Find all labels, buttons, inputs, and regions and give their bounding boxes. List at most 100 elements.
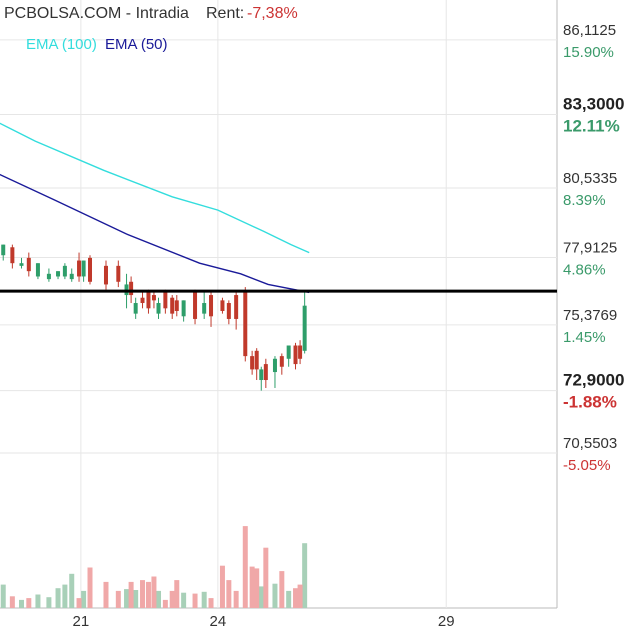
ema50-line — [0, 173, 310, 294]
volume-bar-down — [279, 571, 285, 608]
volume-bar-up — [201, 591, 207, 608]
volume-bar-up — [302, 543, 308, 608]
y-tick-pct: 8.39% — [563, 192, 606, 209]
volume-bars — [0, 526, 308, 608]
candle-down — [279, 356, 284, 367]
y-tick-pct: 15.90% — [563, 44, 614, 61]
legend-ema50: EMA (50) — [105, 36, 168, 53]
volume-bar-up — [81, 590, 87, 608]
volume-bar-up — [124, 589, 130, 608]
candle-up — [272, 358, 277, 373]
candlesticks — [1, 244, 307, 391]
volume-bar-down — [9, 596, 15, 608]
candle-up — [259, 369, 264, 381]
rent-label: Rent: — [206, 5, 244, 22]
volume-bar-down — [140, 580, 146, 608]
volume-bar-up — [181, 592, 187, 608]
candle-down — [193, 292, 198, 319]
candle-down — [151, 295, 156, 301]
grid — [0, 0, 558, 609]
volume-bar-down — [233, 590, 239, 608]
volume-bar-down — [242, 526, 248, 608]
candle-down — [88, 257, 93, 282]
y-tick-pct: 1.45% — [563, 329, 606, 346]
volume-bar-down — [169, 590, 175, 608]
y-tick-label: 75,3769 — [563, 307, 617, 324]
ema50-series — [0, 173, 310, 294]
y-tick-pct: -5.05% — [563, 457, 611, 474]
y-tick-label: 77,9125 — [563, 240, 617, 257]
volume-bar-up — [62, 584, 68, 608]
volume-bar-up — [18, 599, 24, 608]
x-tick-label: 24 — [210, 613, 227, 630]
candle-down — [116, 265, 121, 282]
candle-up — [81, 260, 86, 277]
candle-up — [56, 271, 61, 277]
candle-down — [298, 345, 303, 359]
candle-down — [26, 257, 31, 272]
ema100-line — [0, 122, 310, 254]
volume-bar-down — [293, 588, 299, 608]
x-tick-label: 21 — [73, 613, 90, 630]
candle-down — [254, 350, 259, 370]
volume-bar-down — [249, 566, 255, 608]
y-tick-pct: 4.86% — [563, 262, 606, 279]
candle-up — [69, 273, 74, 280]
volume-bar-up — [156, 590, 162, 608]
candle-down — [163, 292, 168, 309]
volume-bar-down — [254, 568, 260, 608]
volume-bar-down — [145, 581, 151, 608]
candle-down — [226, 303, 231, 319]
y-tick-label: 83,3000 — [563, 95, 624, 114]
volume-bar-down — [151, 576, 157, 608]
volume-bar-down — [174, 580, 180, 608]
volume-bar-down — [115, 590, 121, 608]
candle-up — [202, 303, 207, 314]
volume-bar-up — [272, 583, 278, 608]
x-axis-labels: 16212429 — [73, 613, 455, 630]
chart-title: PCBOLSA.COM - Intradia — [4, 5, 189, 22]
candle-up — [302, 305, 307, 351]
candle-down — [243, 292, 248, 357]
candle-down — [220, 300, 225, 311]
candle-down — [146, 292, 151, 309]
volume-bar-down — [87, 567, 93, 608]
ema100-series — [0, 122, 310, 254]
candle-down — [234, 295, 239, 319]
volume-bar-up — [55, 588, 61, 608]
y-tick-label: 86,1125 — [563, 22, 616, 39]
volume-bar-down — [226, 580, 232, 608]
volume-bar-down — [103, 581, 109, 608]
candle-down — [77, 260, 82, 277]
candle-down — [209, 295, 214, 317]
volume-bar-down — [128, 581, 134, 608]
volume-bar-up — [286, 590, 292, 608]
candle-up — [286, 345, 291, 359]
volume-bar-up — [69, 573, 75, 608]
rent-value: -7,38% — [247, 5, 298, 22]
candle-down — [140, 297, 145, 304]
candle-up — [62, 265, 67, 277]
candle-down — [129, 281, 134, 296]
candle-up — [156, 303, 161, 314]
volume-bar-down — [162, 599, 168, 608]
candle-down — [250, 356, 255, 370]
volume-bar-up — [35, 594, 41, 608]
candle-up — [1, 244, 6, 256]
volume-bar-down — [263, 547, 269, 608]
candle-up — [133, 303, 138, 314]
y-tick-label: 80,5335 — [563, 170, 617, 187]
volume-bar-down — [219, 565, 225, 608]
volume-bar-down — [76, 598, 82, 608]
y-tick-pct: 12.11% — [563, 117, 620, 136]
candle-down — [103, 265, 108, 285]
volume-bar-down — [26, 598, 32, 608]
volume-bar-up — [133, 590, 139, 608]
candle-up — [46, 273, 51, 280]
candle-down — [10, 247, 15, 264]
volume-bar-up — [0, 584, 6, 608]
volume-bar-up — [258, 586, 264, 608]
volume-bar-up — [46, 597, 52, 608]
y-axis-labels: 86,1125 15.90% 83,3000 12.11% 80,5335 8.39% 77… — [563, 22, 624, 474]
